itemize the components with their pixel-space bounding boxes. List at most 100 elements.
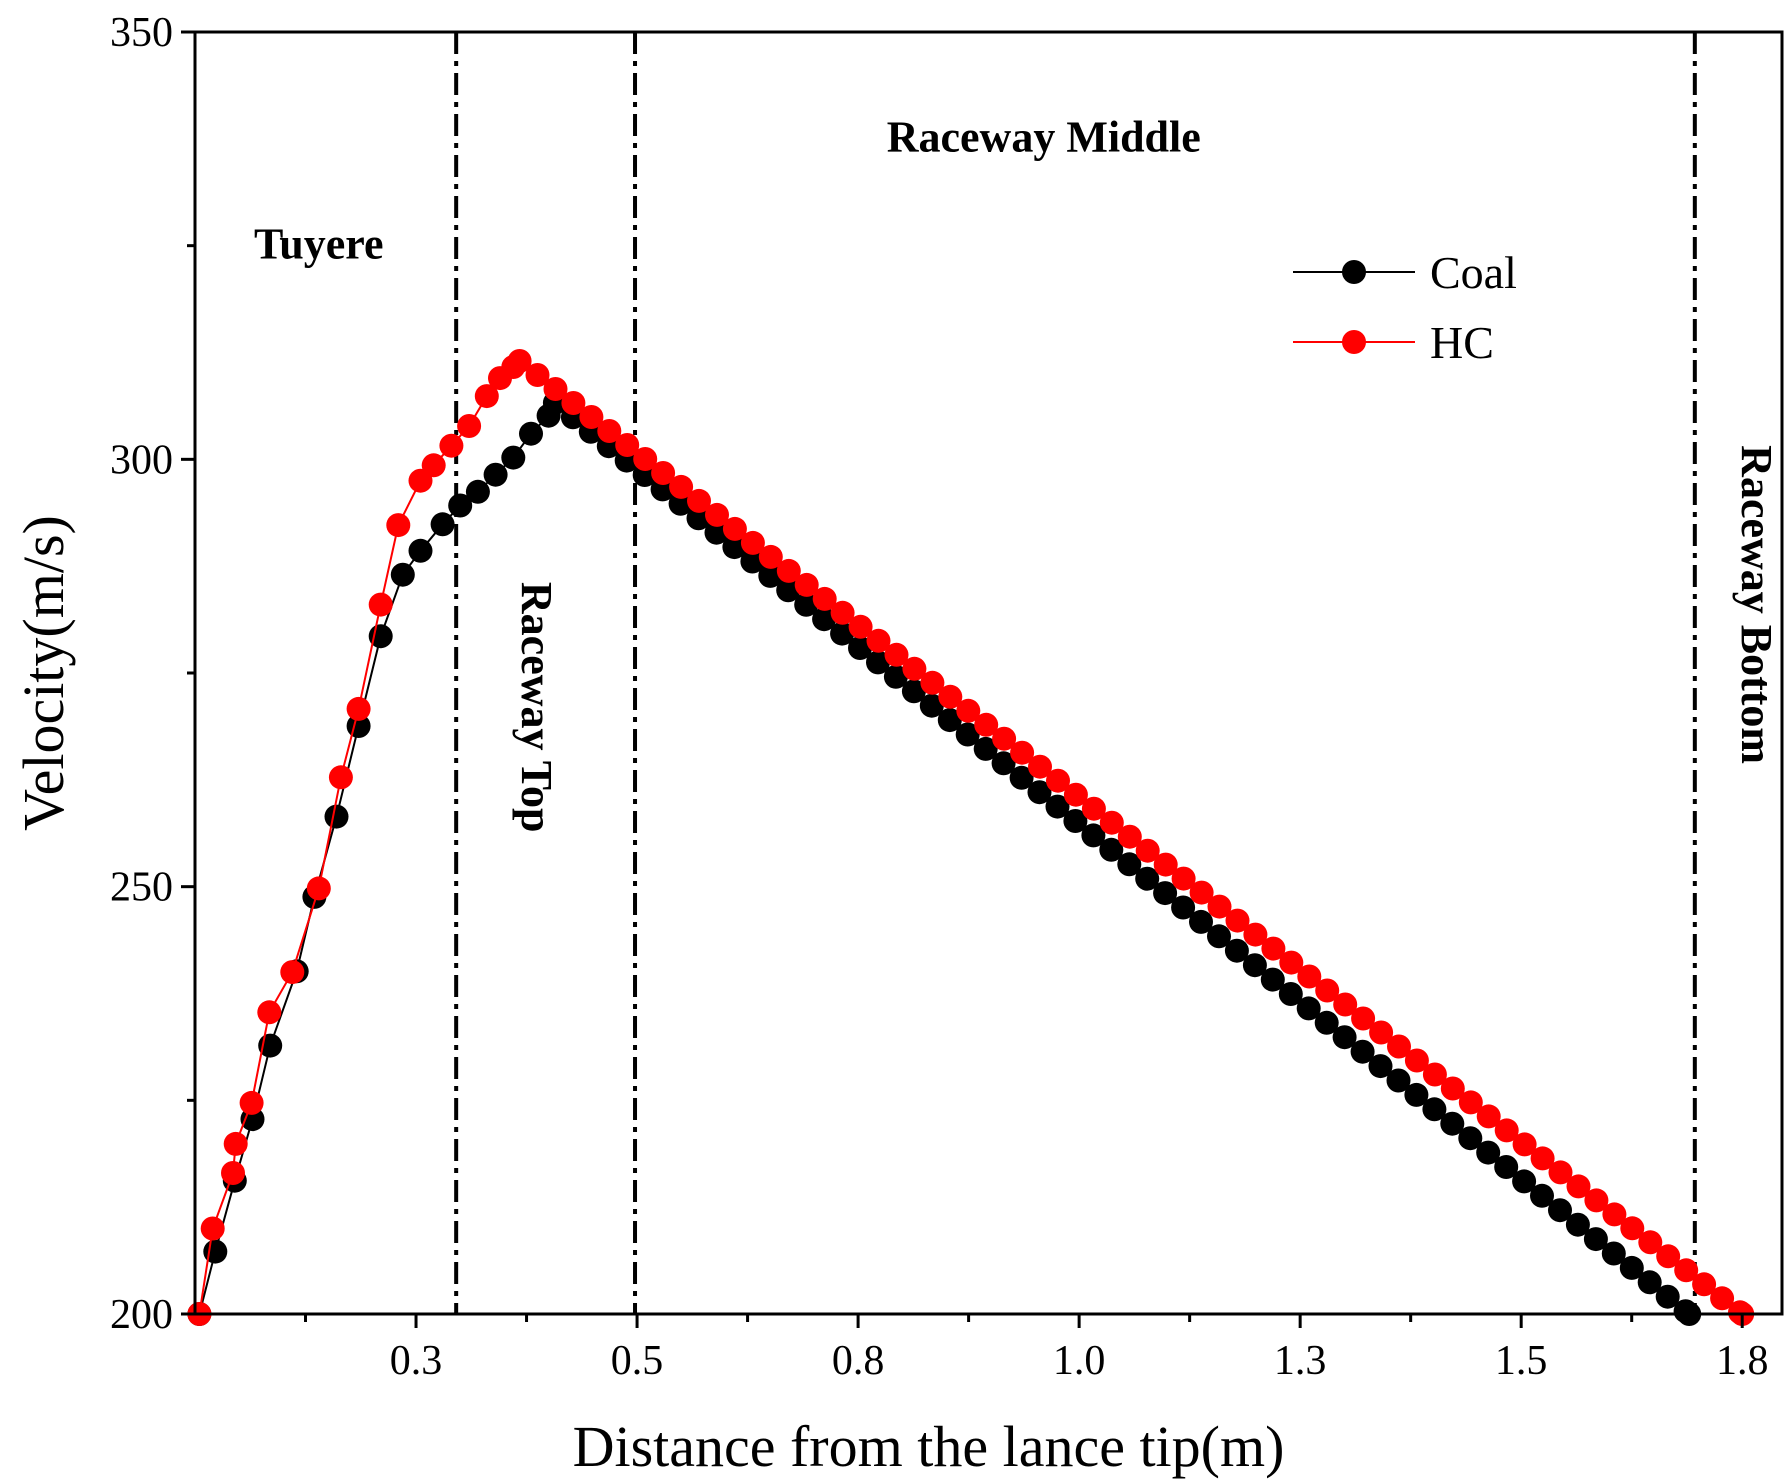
- region-label: Raceway Bottom: [1732, 445, 1781, 764]
- data-point-coal: [408, 538, 433, 563]
- data-point-coal: [812, 607, 837, 632]
- data-point-coal: [919, 693, 944, 718]
- data-point-hc: [561, 391, 586, 415]
- data-point-coal: [1548, 1198, 1572, 1223]
- data-point-hc: [239, 1090, 264, 1115]
- y-axis-title: Velocity(m/s): [11, 515, 76, 831]
- data-point-hc: [1404, 1048, 1429, 1073]
- data-point-coal: [1045, 794, 1070, 819]
- data-point-coal: [1260, 967, 1285, 992]
- data-point-hc: [884, 642, 909, 667]
- data-point-hc: [812, 586, 837, 611]
- data-point-hc: [669, 474, 694, 499]
- data-point-hc: [1333, 992, 1358, 1017]
- data-point-hc: [758, 544, 783, 569]
- data-point-hc: [1225, 908, 1250, 933]
- data-point-coal: [776, 578, 801, 603]
- x-tick-label: 0.5: [611, 1338, 664, 1384]
- data-point-hc: [722, 516, 747, 541]
- data-point-hc: [1189, 880, 1214, 905]
- data-point-hc: [776, 558, 801, 583]
- y-tick-label: 200: [110, 1292, 173, 1338]
- data-point-hc: [597, 419, 622, 443]
- data-point-coal: [1565, 1212, 1590, 1237]
- data-point-coal: [686, 506, 711, 531]
- data-point-coal: [1296, 996, 1321, 1021]
- data-point-hc: [1243, 922, 1268, 947]
- data-point-coal: [501, 445, 526, 470]
- labels: 200 250 300 350 0.3 0.5 0.8 1.0 1.3 1.5 1.8 Distanc…: [11, 10, 1781, 1479]
- data-point-hc: [543, 377, 568, 401]
- data-point-hc: [1369, 1020, 1394, 1045]
- data-point-hc: [848, 614, 873, 639]
- data-point-hc: [579, 405, 604, 429]
- data-point-coal: [1153, 881, 1178, 906]
- region-boundaries: [454, 32, 1697, 1314]
- data-point-coal: [668, 491, 693, 516]
- data-point-hc: [421, 453, 446, 478]
- x-tick-label: 0.3: [390, 1338, 443, 1384]
- data-point-coal: [1440, 1111, 1465, 1136]
- data-point-hc: [615, 433, 640, 457]
- y-tick-label: 300: [110, 437, 173, 483]
- data-point-coal: [937, 708, 962, 733]
- legend-label-hc: HC: [1430, 317, 1494, 368]
- data-point-hc: [1638, 1230, 1663, 1255]
- data-point-hc: [1620, 1216, 1645, 1241]
- data-point-hc: [1153, 852, 1178, 877]
- data-point-coal: [883, 664, 908, 689]
- data-point-hc: [1135, 838, 1160, 863]
- region-label: Raceway Top: [512, 582, 561, 833]
- data-point-hc: [1117, 824, 1142, 849]
- data-point-hc: [223, 1131, 248, 1156]
- data-point-hc: [1081, 796, 1106, 821]
- data-point-coal: [1314, 1010, 1339, 1035]
- data-point-coal: [1135, 866, 1160, 891]
- data-point-coal: [758, 563, 783, 588]
- data-point-coal: [448, 493, 473, 518]
- x-tick-label: 1.0: [1053, 1338, 1106, 1384]
- data-point-hc: [1171, 866, 1196, 891]
- data-point-coal: [1494, 1155, 1519, 1179]
- data-point-coal: [1207, 924, 1231, 949]
- data-point-hc: [1548, 1160, 1573, 1185]
- data-point-hc: [439, 433, 464, 458]
- data-point-hc: [1063, 782, 1088, 807]
- data-point-coal: [1117, 852, 1142, 877]
- data-point-hc: [794, 572, 819, 597]
- data-point-coal: [1476, 1140, 1501, 1165]
- data-point-hc: [1440, 1076, 1465, 1101]
- y-tick-label: 350: [110, 10, 173, 56]
- data-point-hc: [830, 600, 855, 625]
- data-point-hc: [1028, 754, 1052, 779]
- data-point-coal: [704, 520, 729, 545]
- data-point-coal: [1601, 1241, 1626, 1266]
- data-point-coal: [901, 679, 926, 704]
- region-label: Raceway Middle: [887, 113, 1201, 162]
- axes: [181, 30, 1784, 1328]
- data-point-coal: [1332, 1025, 1357, 1050]
- data-point-coal: [955, 722, 980, 747]
- data-point-coal: [1009, 765, 1034, 790]
- x-tick-label: 1.3: [1274, 1338, 1327, 1384]
- data-point-hc: [1010, 740, 1035, 765]
- x-tick-label: 1.5: [1495, 1338, 1548, 1384]
- data-point-coal: [1099, 837, 1124, 862]
- legend-marker-coal: [1342, 260, 1366, 284]
- data-point-hc: [1279, 950, 1304, 975]
- data-point-hc: [1710, 1286, 1735, 1311]
- data-point-hc: [1422, 1062, 1447, 1087]
- data-point-coal: [1619, 1255, 1644, 1280]
- data-point-hc: [1512, 1132, 1537, 1157]
- data-point-hc: [1494, 1118, 1519, 1143]
- data-point-hc: [507, 349, 532, 373]
- data-point-hc: [974, 712, 999, 737]
- data-point-hc: [1315, 978, 1340, 1003]
- data-point-hc: [1692, 1272, 1717, 1297]
- data-point-hc: [200, 1216, 225, 1241]
- data-point-hc: [740, 530, 765, 555]
- data-point-hc: [633, 447, 658, 471]
- data-point-coal: [866, 650, 890, 675]
- data-point-coal: [1386, 1068, 1411, 1093]
